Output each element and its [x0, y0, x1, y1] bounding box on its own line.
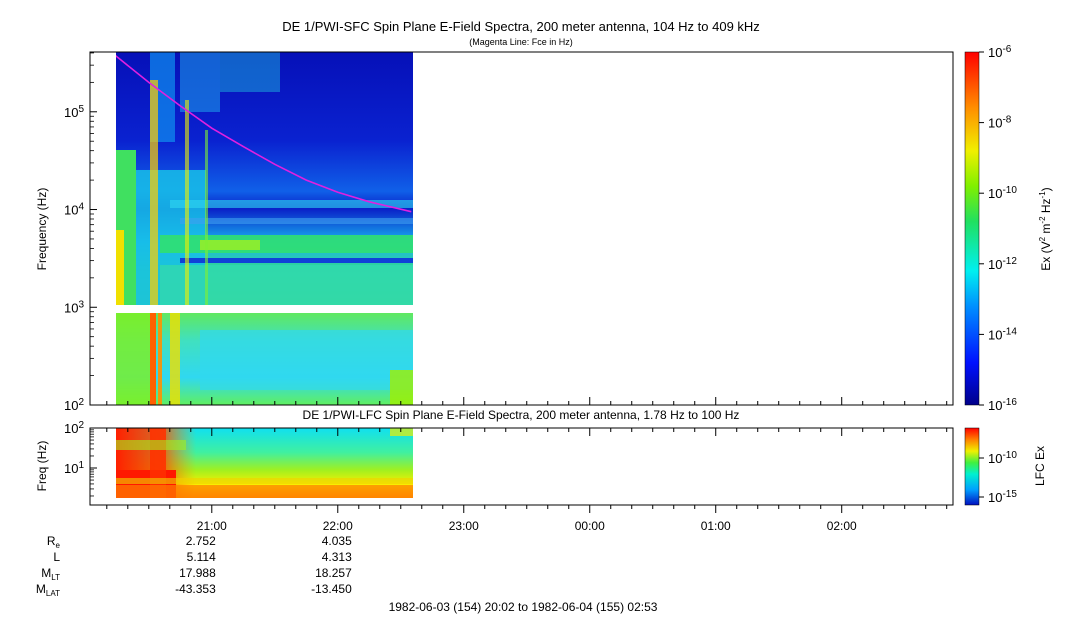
- lfc-plot-frame: [89, 427, 954, 506]
- sfc-colorbar: [964, 51, 980, 406]
- sfc-y-tick-label: 105: [64, 104, 84, 120]
- ephemeris-row-label: Re: [47, 534, 61, 550]
- time-tick-label: 22:00: [323, 519, 353, 533]
- ephemeris-value: 5.114: [187, 550, 216, 564]
- sfc-colorbar-tick-label: 10-6: [988, 44, 1012, 60]
- lfc-colorbar-tick-label: 10-15: [988, 489, 1017, 505]
- time-tick-label: 23:00: [449, 519, 479, 533]
- lfc-y-tick-label: 101: [64, 460, 84, 476]
- lfc-y-tick-label: 102: [64, 420, 84, 436]
- sfc-subtitle: (Magenta Line: Fce in Hz): [469, 37, 573, 47]
- lfc-title: DE 1/PWI-LFC Spin Plane E-Field Spectra,…: [303, 408, 740, 422]
- time-tick-label: 00:00: [575, 519, 605, 533]
- sfc-title: DE 1/PWI-SFC Spin Plane E-Field Spectra,…: [282, 19, 760, 34]
- time-tick-label: 02:00: [827, 519, 857, 533]
- ephemeris-value: 2.752: [186, 534, 216, 548]
- ephemeris-table: Re 2.752 4.035 L 5.114 4.313 MLT 17.988 18.257 ML…: [36, 534, 352, 598]
- lfc-spectrogram: [116, 428, 413, 498]
- sfc-colorbar-tick-label: 10-12: [988, 256, 1017, 272]
- ephemeris-value: 4.313: [322, 550, 352, 564]
- ephemeris-row-label: MLT: [41, 566, 60, 582]
- sfc-y-axis: 105 104 103 102: [64, 52, 97, 413]
- sfc-colorbar-tick-label: 10-10: [988, 185, 1017, 201]
- sfc-colorbar-ticks: 10-6 10-8 10-10 10-12 10-14 10-16: [979, 44, 1017, 413]
- ephemeris-row-label: L: [53, 550, 60, 564]
- ephemeris-value: -13.450: [311, 582, 352, 596]
- ephemeris-value: -43.353: [175, 582, 216, 596]
- sfc-colorbar-tick-label: 10-8: [988, 115, 1012, 131]
- sfc-colorbar-tick-label: 10-16: [988, 397, 1017, 413]
- sfc-y-tick-label: 104: [64, 202, 84, 218]
- lfc-y-axis: 102 101: [64, 420, 97, 497]
- lfc-colorbar-ticks: 10-10 10-15: [979, 450, 1017, 505]
- ephemeris-value: 4.035: [322, 534, 352, 548]
- sfc-y-label: Frequency (Hz): [35, 188, 49, 271]
- time-tick-label: 21:00: [197, 519, 227, 533]
- sfc-y-tick-label: 102: [64, 397, 84, 413]
- sfc-plot-frame: [89, 51, 954, 406]
- fce-line: [116, 54, 412, 213]
- lfc-colorbar-label: LFC Ex: [1033, 446, 1047, 486]
- ephemeris-value: 17.988: [179, 566, 216, 580]
- sfc-y-tick-label: 103: [64, 299, 84, 315]
- ephemeris-value: 18.257: [315, 566, 352, 580]
- time-axis: 21:00 22:00 23:00 00:00 01:00 02:00: [106, 397, 948, 533]
- lfc-colorbar-tick-label: 10-10: [988, 450, 1017, 466]
- sfc-colorbar-label: Ex (V2 m-2 Hz-1): [1038, 187, 1053, 270]
- lfc-colorbar: [964, 427, 980, 506]
- lfc-y-label: Freq (Hz): [35, 441, 49, 492]
- ephemeris-row-label: MLAT: [36, 582, 60, 598]
- sfc-colorbar-tick-label: 10-14: [988, 326, 1017, 342]
- sfc-spectrogram: [116, 52, 413, 405]
- time-tick-label: 01:00: [701, 519, 731, 533]
- time-range-footer: 1982-06-03 (154) 20:02 to 1982-06-04 (15…: [389, 600, 658, 614]
